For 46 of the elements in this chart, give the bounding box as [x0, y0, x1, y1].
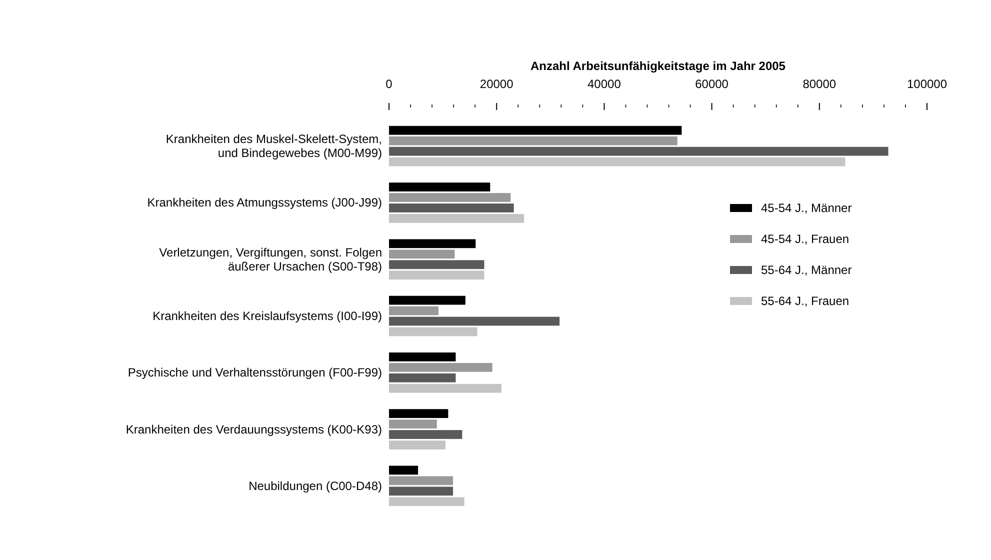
bar: [389, 146, 888, 156]
bar: [389, 409, 448, 418]
bar: [389, 316, 560, 326]
x-tick-label: 100000: [906, 77, 948, 91]
bar: [389, 430, 462, 439]
bar: [389, 270, 484, 280]
bar: [389, 497, 464, 506]
chart-title: Anzahl Arbeitsunfähigkeitstage im Jahr 2005: [530, 59, 786, 73]
bar: [389, 384, 502, 393]
bar: [389, 260, 484, 270]
bar: [389, 193, 511, 202]
legend-label: 45-54 J., Frauen: [761, 232, 850, 246]
bar: [389, 204, 514, 212]
x-tick-label: 40000: [588, 77, 622, 91]
x-tick-label: 60000: [695, 77, 729, 91]
bar: [389, 373, 456, 382]
bar: [389, 136, 678, 146]
bar: [389, 352, 456, 362]
x-tick-label: 20000: [480, 77, 514, 91]
bar: [389, 486, 454, 496]
bar: [389, 296, 466, 305]
bar: [389, 126, 682, 135]
legend-label: 55-64 J., Frauen: [761, 294, 850, 308]
y-tick-label: Krankheiten des Verdauungssystems (K00-K93): [126, 422, 382, 436]
bar: [389, 476, 454, 486]
legend-label: 55-64 J., Männer: [761, 263, 852, 277]
bar: [389, 239, 476, 248]
bar: [389, 214, 524, 223]
bar: [389, 182, 490, 192]
y-tick-label: Psychische und Verhaltensstörungen (F00-F99): [128, 366, 382, 380]
bar: [389, 306, 438, 316]
bar: [389, 250, 455, 259]
y-tick-label: Verletzungen, Vergiftungen, sonst. Folgen äußerer Ursachen (S00-T98): [159, 245, 382, 274]
bar: [389, 157, 846, 166]
bar: [389, 440, 446, 450]
y-tick-label: Krankheiten des Kreislaufsystems (I00-I99): [152, 309, 382, 323]
legend-label: 45-54 J., Männer: [761, 201, 852, 215]
bar: [389, 420, 437, 428]
bar: [389, 327, 478, 336]
y-tick-label: Krankheiten des Atmungssystems (J00-J99): [147, 196, 382, 210]
x-tick-label: 0: [386, 77, 393, 91]
y-tick-label: Neubildungen (C00-D48): [248, 478, 382, 493]
bar: [389, 466, 418, 475]
x-tick-label: 80000: [802, 77, 836, 91]
bar: [389, 362, 492, 372]
y-tick-label: Krankheiten des Muskel-Skelett-System, und Bindegewebes (M00-M99): [166, 132, 382, 160]
